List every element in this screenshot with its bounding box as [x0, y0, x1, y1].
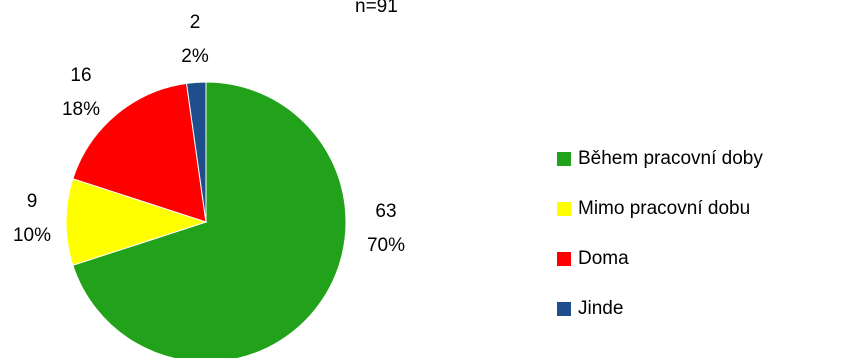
- pie-slice-2: [72, 82, 207, 223]
- slice-value-label: 63: [375, 201, 396, 222]
- legend-item-jinde: Jinde: [557, 284, 763, 334]
- slice-percent-label: 10%: [13, 225, 51, 246]
- legend-swatch: [557, 252, 571, 266]
- pie-slice-3: [185, 81, 207, 223]
- slice-value-label: 16: [70, 65, 91, 86]
- legend-item-doma: Doma: [557, 234, 763, 284]
- legend-label: Jinde: [578, 298, 624, 319]
- slice-labels: 63 70% 9 10% 16 18% 2 2%: [13, 12, 405, 256]
- slice-percent-label: 18%: [62, 99, 100, 120]
- sample-size-note: n=91: [355, 0, 398, 17]
- pie-slices: [65, 81, 347, 358]
- pie-slice-0: [72, 81, 347, 358]
- legend-label: Během pracovní doby: [578, 148, 763, 169]
- legend-item-mimo-pracovni-dobu: Mimo pracovní dobu: [557, 184, 763, 234]
- legend-swatch: [557, 302, 571, 316]
- slice-value-label: 9: [27, 191, 38, 212]
- slice-percent-label: 70%: [367, 235, 405, 256]
- slice-percent-label: 2%: [181, 46, 209, 67]
- legend-item-behem-pracovni-doby: Během pracovní doby: [557, 134, 763, 184]
- legend-swatch: [557, 152, 571, 166]
- legend-swatch: [557, 202, 571, 216]
- legend-label: Mimo pracovní dobu: [578, 198, 751, 219]
- legend: Během pracovní doby Mimo pracovní dobu D…: [557, 134, 763, 334]
- legend-label: Doma: [578, 248, 629, 269]
- pie-slice-1: [65, 178, 208, 266]
- slice-value-label: 2: [190, 12, 201, 33]
